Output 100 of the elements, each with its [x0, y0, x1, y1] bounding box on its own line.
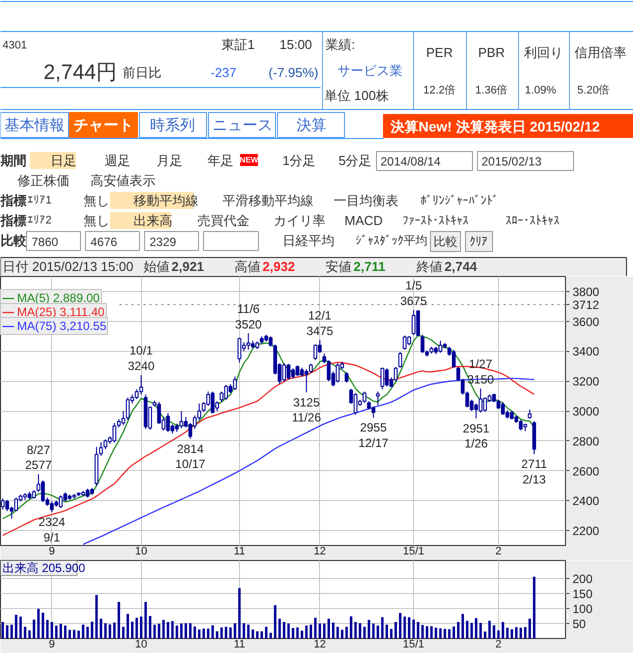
candlestick: [398, 351, 402, 368]
bar: [305, 626, 308, 638]
bar: [448, 629, 451, 638]
text: 5分足: [338, 153, 372, 168]
text: ｽﾛｰ･ｽﾄｷｬｽ: [506, 214, 560, 228]
bar: [24, 626, 26, 638]
bar: [340, 630, 344, 638]
text: 日足: [50, 153, 76, 168]
bar: [55, 626, 58, 638]
bar: [140, 616, 142, 638]
bar: [135, 618, 138, 638]
bar: [408, 617, 410, 638]
text: 1.09%: [524, 84, 556, 96]
bar: [381, 617, 384, 638]
text: 決算: [296, 117, 326, 134]
y-tick-label: 50: [572, 617, 586, 631]
text: 平滑移動平均線: [222, 193, 314, 208]
candlestick: [126, 397, 130, 420]
bar: [323, 624, 326, 638]
text: 2329: [150, 235, 177, 249]
candlestick: [246, 332, 250, 350]
text: 4676: [90, 235, 118, 249]
text: 信用倍率: [574, 45, 626, 60]
bar: [131, 622, 134, 638]
bar: [502, 622, 504, 638]
text: ﾎﾞﾘﾝｼﾞｬｰﾊﾞﾝﾄﾞ: [420, 194, 498, 208]
text: 日付 2015/02/13 15:00: [2, 259, 134, 274]
bar: [394, 622, 397, 638]
annotation: 2324 9/1: [38, 515, 66, 544]
text: NEW: [240, 156, 259, 164]
x-tick-label: 12: [314, 638, 326, 650]
text: 移動平均線: [134, 193, 198, 208]
bar: [488, 620, 491, 638]
text: 比較: [434, 234, 458, 248]
y-tick-label: 2800: [572, 434, 600, 448]
y-tick-label: 100: [572, 602, 593, 616]
x-tick-label: 11: [234, 638, 246, 650]
bar: [189, 623, 192, 638]
candlestick: [0, 498, 5, 510]
bar: [184, 623, 188, 638]
bar: [412, 620, 415, 638]
bar: [336, 626, 339, 638]
candlestick: [336, 362, 340, 384]
bar: [82, 624, 84, 638]
candlestick: [344, 372, 348, 384]
bar: [37, 608, 40, 638]
bar: [50, 622, 54, 638]
bar: [198, 630, 200, 638]
bar: [206, 628, 210, 638]
annotation: 10/1 3240: [128, 344, 155, 374]
candlestick: [50, 500, 54, 513]
text: 7860: [32, 235, 59, 249]
text: 安値: [326, 259, 352, 274]
candlestick: [179, 410, 184, 429]
legend-label: MA(75) 3,210.55: [17, 319, 106, 333]
bar: [166, 622, 170, 638]
bar: [430, 626, 433, 638]
bar: [42, 612, 44, 638]
annotation: 2711 2/13: [521, 457, 548, 487]
bar: [332, 622, 334, 638]
bar: [300, 630, 304, 638]
text: 出来高: [134, 213, 172, 228]
bar: [528, 618, 531, 638]
text: 売買代金: [198, 213, 250, 228]
annotation: 11/6 3520: [235, 302, 262, 332]
text: 2,932: [262, 259, 296, 274]
y-tick-label: 3600: [572, 314, 600, 329]
text: 年足: [208, 153, 234, 168]
bar: [390, 628, 393, 638]
x-tick-label: 9: [48, 638, 55, 650]
text: 業績:: [326, 37, 356, 52]
text: 単位 100株: [324, 88, 389, 103]
bar: [350, 616, 352, 638]
candlestick: [380, 367, 384, 390]
candlestick: [326, 360, 331, 382]
bar: [510, 629, 514, 638]
y-tick-label: 2200: [572, 524, 600, 538]
candlestick: [268, 336, 273, 348]
bar: [398, 613, 402, 638]
legend-label: MA(25) 3,111.40: [17, 305, 105, 319]
y-tick-label: 3800: [572, 284, 600, 299]
text: 前日比: [122, 65, 162, 80]
bar: [292, 628, 294, 638]
bar: [274, 605, 276, 638]
bar: [376, 626, 380, 638]
bar: [86, 626, 89, 638]
bar: [457, 622, 460, 638]
bar: [10, 624, 13, 638]
text: 始値: [144, 259, 170, 274]
text: 1.36倍: [475, 84, 508, 96]
bar: [122, 626, 125, 638]
candlestick: [518, 419, 523, 431]
text: 1分足: [282, 153, 316, 168]
bar: [444, 628, 446, 638]
text: 高値: [234, 259, 260, 274]
y-tick-label: 3200: [572, 374, 600, 389]
x-tick-label: 11: [234, 546, 246, 558]
bar: [474, 618, 478, 638]
bar: [108, 624, 112, 638]
bar: [238, 588, 241, 638]
